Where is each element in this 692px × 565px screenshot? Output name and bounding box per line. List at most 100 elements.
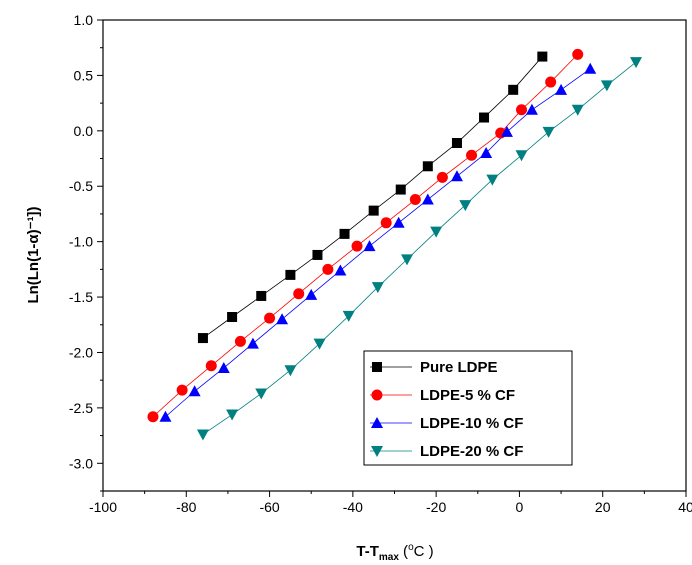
legend-marker-1 xyxy=(372,362,382,372)
series-3-point xyxy=(276,313,289,325)
legend-box xyxy=(363,350,573,466)
series-1-point xyxy=(451,138,462,149)
x-tick-label: -40 xyxy=(343,499,363,515)
series-3-point xyxy=(500,125,513,137)
series-1-point xyxy=(395,184,406,195)
y-tick-label: -2.5 xyxy=(69,400,93,416)
legend-label-4: LDPE-20 % CF xyxy=(420,443,523,460)
series-4-point xyxy=(515,150,528,162)
series-4-point xyxy=(542,126,555,138)
x-axis-label: T-Tmax (oC ) xyxy=(356,542,433,563)
series-2-point xyxy=(516,104,528,116)
y-tick-label: -0.5 xyxy=(69,178,93,194)
series-1-point xyxy=(422,161,433,172)
series-3-point xyxy=(392,216,405,228)
series-3-point xyxy=(188,385,201,397)
series-1-point xyxy=(256,290,267,301)
series-4-line xyxy=(202,61,637,435)
x-tick-label: -20 xyxy=(426,499,446,515)
series-3-point xyxy=(450,170,463,182)
series-1-point xyxy=(479,112,490,123)
series-3-point xyxy=(159,410,172,422)
legend-label-2: LDPE-5 % CF xyxy=(420,387,515,404)
series-2-point xyxy=(380,217,392,229)
series-1-line xyxy=(202,56,543,339)
series-markers xyxy=(147,48,643,441)
series-2-point xyxy=(409,194,421,206)
series-2-point xyxy=(293,288,305,300)
series-3-point xyxy=(525,103,538,115)
series-2-point xyxy=(351,240,363,252)
y-tick-label: 1.0 xyxy=(74,12,94,28)
y-tick-label: -2.0 xyxy=(69,344,93,360)
series-4-point xyxy=(430,226,443,238)
legend-label-1: Pure LDPE xyxy=(420,359,498,376)
series-4-point xyxy=(600,80,613,92)
legend-marker-2 xyxy=(371,389,383,401)
y-axis-label: Ln(Ln(1-α)⁻¹]) xyxy=(25,206,42,303)
series-4-point xyxy=(486,174,499,186)
y-tick-label: -3.0 xyxy=(69,455,93,471)
series-3-point xyxy=(421,193,434,205)
x-tick-label: -100 xyxy=(89,499,117,515)
x-tick-label: 40 xyxy=(678,499,692,515)
y-tick-label: -1.0 xyxy=(69,234,93,250)
series-2-line xyxy=(152,54,579,418)
x-tick-label: 0 xyxy=(516,499,524,515)
series-2-point xyxy=(466,149,478,161)
series-4-point xyxy=(226,409,239,421)
series-1-point xyxy=(339,228,350,239)
series-3-point xyxy=(305,288,318,300)
series-3-point xyxy=(217,361,230,373)
x-axis-label-main: T-T xyxy=(356,543,379,560)
series-4-point xyxy=(196,429,209,441)
series-3-point xyxy=(363,240,376,252)
series-4-point xyxy=(571,104,584,116)
series-3-point xyxy=(584,62,597,74)
x-tick-label: -80 xyxy=(176,499,196,515)
series-2-point xyxy=(234,335,246,347)
series-4-point xyxy=(313,338,326,350)
x-tick-label: 20 xyxy=(595,499,611,515)
series-3-line xyxy=(165,68,591,418)
y-tick-label: -1.5 xyxy=(69,289,93,305)
series-3-point xyxy=(555,83,568,95)
x-axis-label-unit-prefix: ( xyxy=(399,543,408,560)
series-1-point xyxy=(312,249,323,260)
series-3-point xyxy=(334,264,347,276)
series-2-point xyxy=(572,48,584,60)
y-tick-label: 0.0 xyxy=(74,123,94,139)
series-4-point xyxy=(630,57,643,69)
series-1-point xyxy=(537,51,548,62)
y-tick-label: 0.5 xyxy=(74,67,94,83)
series-2-point xyxy=(545,76,557,88)
axis-tick-labels: -100 -80 -60 -40 -20 0 20 40 -3.0 -2.5 -2.0 -1.5 -1.… xyxy=(69,12,692,515)
series-4-point xyxy=(342,310,355,322)
series-3-point xyxy=(246,337,259,349)
x-axis-label-degree: o xyxy=(408,542,414,553)
series-2-point xyxy=(147,411,159,423)
series-4-point xyxy=(284,365,297,377)
series-2-point xyxy=(264,312,276,324)
series-2-point xyxy=(176,384,188,396)
series-2-point xyxy=(436,171,448,183)
series-2-point xyxy=(205,360,217,372)
series-1-point xyxy=(197,333,208,344)
series-4-point xyxy=(459,200,472,212)
legend: Pure LDPE LDPE-5 % CF LDPE-10 % CF LDPE-20 … xyxy=(363,350,573,466)
legend-label-3: LDPE-10 % CF xyxy=(420,415,523,432)
legend-marker-3 xyxy=(371,417,383,428)
series-1-point xyxy=(227,312,238,323)
series-2-point xyxy=(322,263,334,275)
series-4-point xyxy=(400,254,413,266)
axis-ticks xyxy=(97,19,687,497)
series-1-point xyxy=(508,84,519,95)
series-1-point xyxy=(368,205,379,216)
series-4-point xyxy=(371,282,384,294)
series-1-point xyxy=(285,269,296,280)
series-3-point xyxy=(480,146,493,158)
legend-marker-4 xyxy=(371,446,383,457)
x-axis-label-sub: max xyxy=(379,552,399,563)
x-tick-label: -60 xyxy=(259,499,279,515)
